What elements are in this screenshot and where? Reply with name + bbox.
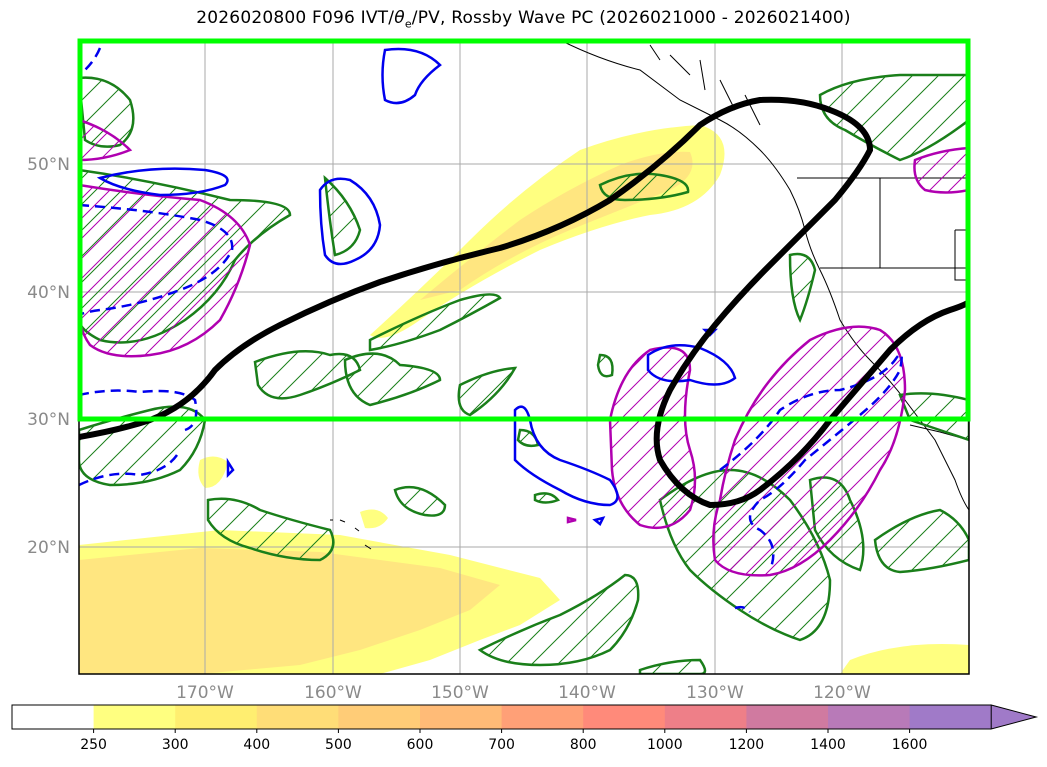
colorbar-tick-label: 1200 [729, 737, 765, 753]
colorbar-segment [256, 705, 339, 729]
colorbar-segment [583, 705, 666, 729]
colorbar-segment [93, 705, 176, 729]
colorbar-segment [909, 705, 992, 729]
latitude-labels: 50°N 40°N 30°N 20°N [27, 155, 70, 558]
map-title: 2026020800 F096 IVT/θe/PV, Rossby Wave P… [196, 8, 851, 31]
colorbar: 250 300 400 500 600 700 800 1000 1200 1400 1600 [11, 704, 1039, 753]
highlight-box [77, 38, 971, 422]
map-area [79, 40, 969, 674]
colorbar-tick-label: 500 [325, 737, 352, 753]
colorbar-tick-label: 250 [80, 737, 107, 753]
lat-label: 50°N [27, 155, 70, 175]
longitude-labels: 170°W 160°W 150°W 140°W 130°W 120°W [176, 683, 871, 703]
colorbar-tick-label: 400 [243, 737, 270, 753]
colorbar-segment [828, 705, 911, 729]
colorbar-segment [501, 705, 584, 729]
lon-label: 130°W [686, 683, 744, 703]
colorbar-segment [664, 705, 747, 729]
colorbar-extend-arrow [990, 704, 1039, 730]
rossby-wave-pc-contour [79, 96, 969, 509]
lon-label: 120°W [813, 683, 871, 703]
colorbar-tick-label: 1400 [810, 737, 846, 753]
lat-label: 20°N [27, 538, 70, 558]
colorbar-segment [338, 705, 421, 729]
lat-label: 30°N [27, 410, 70, 430]
lon-label: 170°W [176, 683, 234, 703]
colorbar-segment [420, 705, 503, 729]
colorbar-tick-label: 1600 [892, 737, 928, 753]
coastlines [330, 40, 969, 550]
colorbar-tick-label: 600 [407, 737, 434, 753]
colorbar-segment [12, 705, 95, 729]
colorbar-tick-label: 800 [570, 737, 597, 753]
lon-label: 160°W [304, 683, 362, 703]
colorbar-segment [746, 705, 829, 729]
colorbar-tick-label: 1000 [647, 737, 683, 753]
colorbar-tick-label: 700 [488, 737, 515, 753]
lon-label: 150°W [431, 683, 489, 703]
colorbar-segment [175, 705, 258, 729]
colorbar-tick-label: 300 [162, 737, 189, 753]
lon-label: 140°W [558, 683, 616, 703]
lat-label: 40°N [27, 283, 70, 303]
